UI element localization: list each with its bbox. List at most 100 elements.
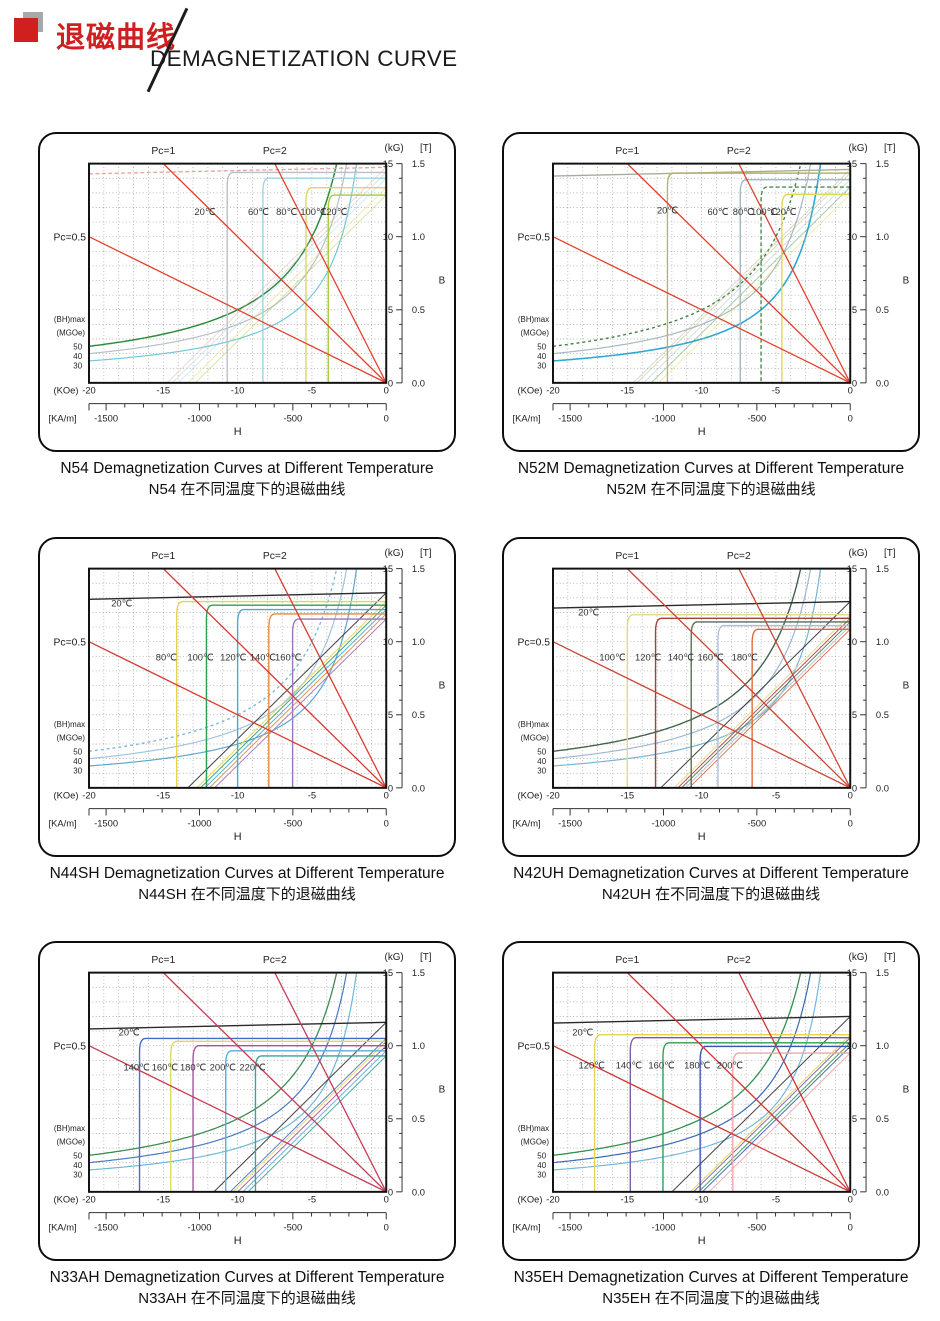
- svg-text:B: B: [903, 276, 910, 287]
- svg-text:[T]: [T]: [420, 548, 432, 559]
- chart-panel-n52m: Pc=1 Pc=2 Pc=0.5 15 10 5 0 1.5 1.0 0.5 0.0 (kG) [T] B…: [502, 132, 920, 452]
- svg-text:[T]: [T]: [420, 952, 432, 963]
- svg-text:B: B: [903, 681, 910, 692]
- svg-text:0: 0: [852, 1187, 857, 1197]
- svg-text:Pc=1: Pc=1: [151, 146, 175, 157]
- svg-text:-500: -500: [283, 1222, 302, 1232]
- svg-text:Pc=0.5: Pc=0.5: [517, 233, 550, 244]
- svg-text:-20: -20: [546, 386, 560, 396]
- svg-text:0.5: 0.5: [412, 710, 425, 720]
- svg-text:10: 10: [847, 637, 857, 647]
- svg-text:-1500: -1500: [558, 1222, 582, 1232]
- svg-text:(MGOe): (MGOe): [57, 733, 86, 742]
- svg-text:30: 30: [73, 361, 82, 370]
- svg-text:20℃: 20℃: [572, 1027, 593, 1037]
- svg-text:0: 0: [388, 1187, 393, 1197]
- svg-text:80℃: 80℃: [156, 653, 177, 663]
- svg-text:0.0: 0.0: [876, 1187, 889, 1197]
- svg-text:10: 10: [383, 232, 393, 242]
- chart-panel-n44sh: Pc=1 Pc=2 Pc=0.5 15 10 5 0 1.5 1.0 0.5 0.0 (kG) [T] B…: [38, 537, 456, 857]
- svg-text:[KA/m]: [KA/m]: [49, 413, 77, 423]
- chart-caption-n42uh: N42UH Demagnetization Curves at Differen…: [502, 863, 920, 905]
- svg-text:Pc=0.5: Pc=0.5: [517, 1042, 550, 1053]
- svg-text:0: 0: [848, 791, 853, 801]
- svg-text:0: 0: [848, 386, 853, 396]
- svg-text:200℃: 200℃: [210, 1063, 236, 1073]
- svg-text:180℃: 180℃: [684, 1060, 710, 1070]
- svg-text:[KA/m]: [KA/m]: [49, 1222, 77, 1232]
- svg-text:(kG): (kG): [385, 548, 404, 559]
- svg-text:-1000: -1000: [187, 818, 211, 828]
- svg-text:(KOe): (KOe): [517, 386, 542, 396]
- svg-text:1.5: 1.5: [876, 564, 889, 574]
- svg-text:[T]: [T]: [884, 548, 896, 559]
- svg-text:0.5: 0.5: [876, 1114, 889, 1124]
- svg-text:220℃: 220℃: [239, 1063, 265, 1073]
- svg-text:0: 0: [848, 818, 853, 828]
- svg-text:10: 10: [847, 1041, 857, 1051]
- svg-text:-1500: -1500: [94, 818, 118, 828]
- svg-text:5: 5: [852, 1114, 857, 1124]
- svg-text:-5: -5: [308, 386, 316, 396]
- svg-text:-15: -15: [157, 386, 171, 396]
- svg-text:[T]: [T]: [420, 143, 432, 154]
- svg-text:50: 50: [73, 747, 82, 756]
- svg-text:Pc=2: Pc=2: [263, 551, 287, 562]
- svg-text:120℃: 120℃: [635, 653, 661, 663]
- svg-text:0.0: 0.0: [412, 378, 425, 388]
- svg-text:-5: -5: [772, 1195, 780, 1205]
- page-title-chinese: 退磁曲线: [56, 22, 177, 54]
- svg-text:0.5: 0.5: [412, 305, 425, 315]
- svg-text:-15: -15: [157, 1195, 171, 1205]
- svg-text:H: H: [698, 831, 706, 843]
- svg-text:0.0: 0.0: [876, 783, 889, 793]
- svg-text:40: 40: [537, 1161, 546, 1170]
- svg-text:-5: -5: [308, 791, 316, 801]
- svg-text:[T]: [T]: [884, 143, 896, 154]
- svg-text:-10: -10: [231, 791, 245, 801]
- svg-text:40: 40: [537, 352, 546, 361]
- svg-text:0: 0: [384, 386, 389, 396]
- svg-text:H: H: [234, 426, 242, 438]
- svg-text:[T]: [T]: [884, 952, 896, 963]
- svg-text:-15: -15: [621, 386, 635, 396]
- svg-text:-10: -10: [695, 386, 709, 396]
- svg-text:5: 5: [388, 1114, 393, 1124]
- svg-text:140℃: 140℃: [616, 1060, 642, 1070]
- svg-text:15: 15: [383, 159, 393, 169]
- svg-text:-1500: -1500: [94, 1222, 118, 1232]
- svg-text:5: 5: [388, 305, 393, 315]
- svg-text:100℃: 100℃: [751, 207, 777, 217]
- svg-text:0: 0: [388, 783, 393, 793]
- svg-text:H: H: [698, 426, 706, 438]
- caption-zh: N52M 在不同温度下的退磁曲线: [606, 481, 816, 498]
- svg-text:-500: -500: [747, 1222, 766, 1232]
- svg-text:-10: -10: [695, 791, 709, 801]
- svg-text:60℃: 60℃: [707, 207, 728, 217]
- chart-caption-n33ah: N33AH Demagnetization Curves at Differen…: [38, 1267, 456, 1309]
- svg-text:(MGOe): (MGOe): [57, 328, 86, 337]
- svg-text:(MGOe): (MGOe): [521, 733, 550, 742]
- svg-text:50: 50: [73, 342, 82, 351]
- chart-panel-n54: Pc=1 Pc=2 Pc=0.5 15 10 5 0 1.5 1.0 0.5 0.0 (kG) [T] B…: [38, 132, 456, 452]
- svg-text:180℃: 180℃: [180, 1063, 206, 1073]
- svg-text:1.0: 1.0: [412, 637, 425, 647]
- svg-text:(BH)max: (BH)max: [518, 315, 549, 324]
- svg-text:100℃: 100℃: [300, 207, 326, 217]
- svg-text:[KA/m]: [KA/m]: [513, 818, 541, 828]
- svg-text:30: 30: [537, 1170, 546, 1179]
- svg-text:80℃: 80℃: [733, 207, 754, 217]
- svg-text:40: 40: [73, 757, 82, 766]
- svg-text:(BH)max: (BH)max: [54, 315, 85, 324]
- svg-text:200℃: 200℃: [717, 1060, 743, 1070]
- svg-text:160℃: 160℃: [152, 1063, 178, 1073]
- caption-zh: N54 在不同温度下的退磁曲线: [148, 481, 346, 498]
- svg-text:(kG): (kG): [385, 952, 404, 963]
- svg-text:80℃: 80℃: [276, 207, 297, 217]
- svg-text:140℃: 140℃: [250, 653, 276, 663]
- svg-text:Pc=1: Pc=1: [615, 146, 639, 157]
- svg-text:(BH)max: (BH)max: [54, 1124, 85, 1133]
